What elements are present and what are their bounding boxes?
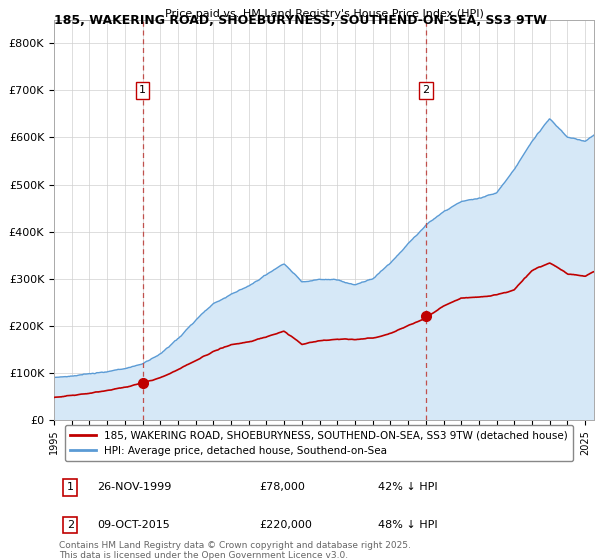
Text: £220,000: £220,000 [259,520,312,530]
Text: 26-NOV-1999: 26-NOV-1999 [97,482,172,492]
Text: 185, WAKERING ROAD, SHOEBURYNESS, SOUTHEND-ON-SEA, SS3 9TW: 185, WAKERING ROAD, SHOEBURYNESS, SOUTHE… [53,14,547,27]
Text: 48% ↓ HPI: 48% ↓ HPI [378,520,437,530]
Text: Contains HM Land Registry data © Crown copyright and database right 2025.
This d: Contains HM Land Registry data © Crown c… [59,540,411,560]
Legend: 185, WAKERING ROAD, SHOEBURYNESS, SOUTHEND-ON-SEA, SS3 9TW (detached house), HPI: 185, WAKERING ROAD, SHOEBURYNESS, SOUTHE… [65,425,573,461]
Text: £78,000: £78,000 [259,482,305,492]
Text: 2: 2 [422,85,430,95]
Text: 1: 1 [67,482,74,492]
Text: 42% ↓ HPI: 42% ↓ HPI [378,482,437,492]
Title: Price paid vs. HM Land Registry's House Price Index (HPI): Price paid vs. HM Land Registry's House … [164,9,484,19]
Text: 09-OCT-2015: 09-OCT-2015 [97,520,170,530]
Text: 1: 1 [139,85,146,95]
Text: 2: 2 [67,520,74,530]
